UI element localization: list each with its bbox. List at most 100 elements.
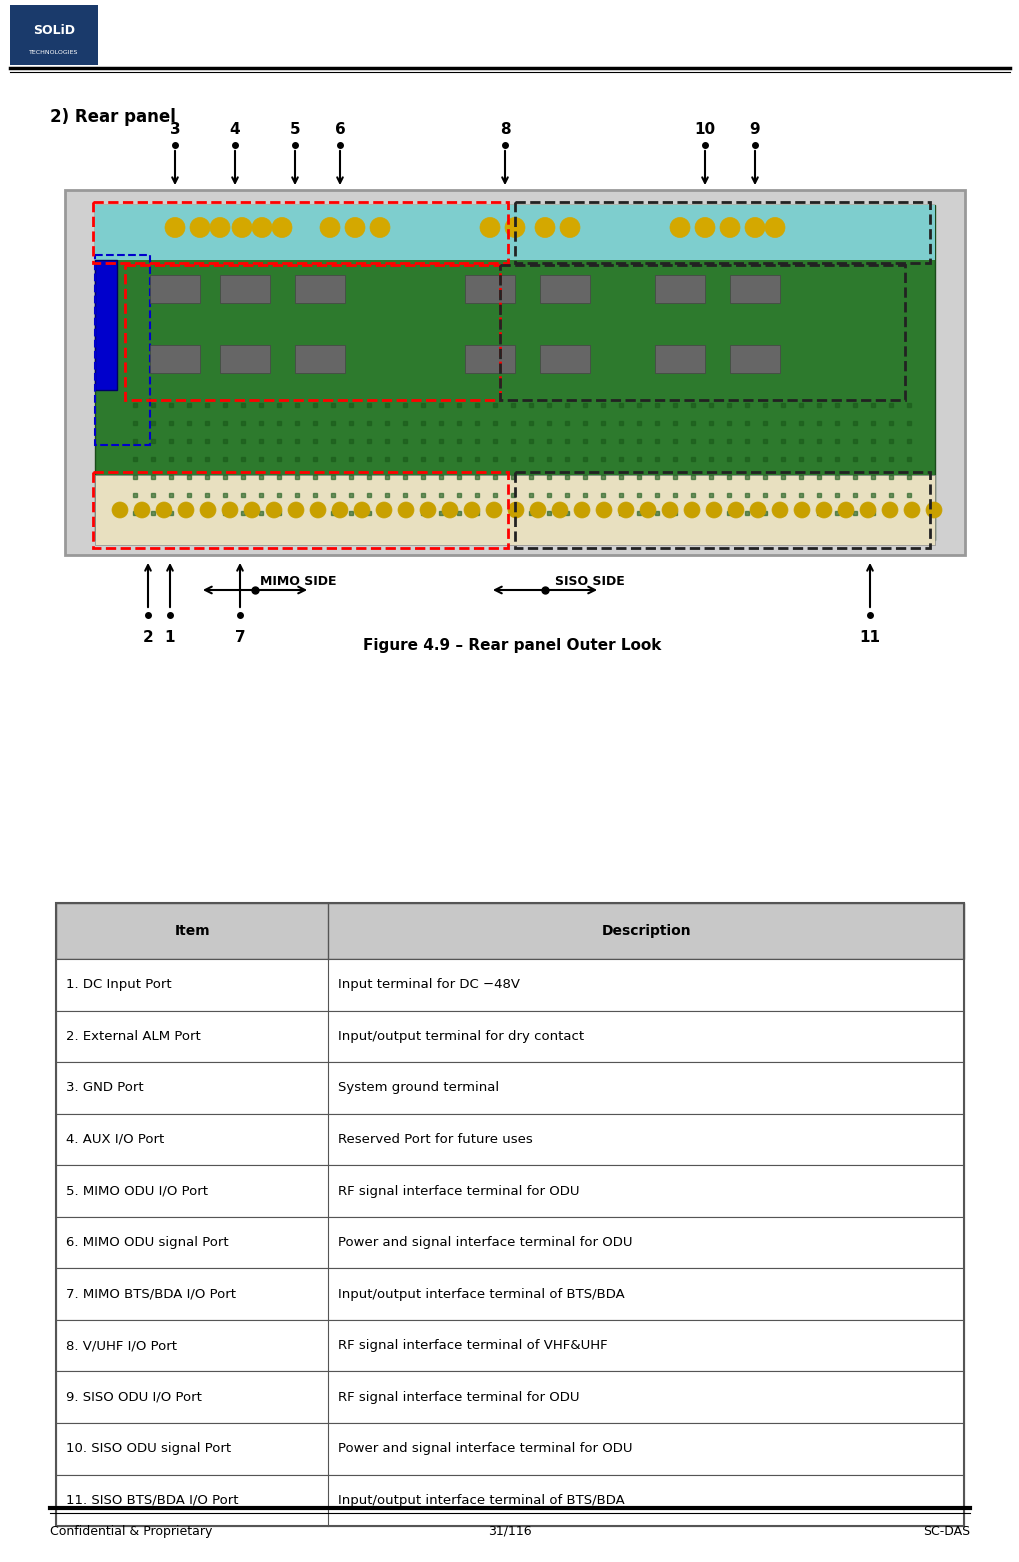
Circle shape (574, 501, 589, 519)
Bar (95, 475, 934, 545)
Bar (56, 1423, 963, 1475)
Circle shape (551, 501, 568, 519)
Circle shape (504, 217, 525, 237)
Text: 9: 9 (749, 122, 759, 137)
Text: 11: 11 (859, 629, 879, 645)
Circle shape (165, 217, 184, 237)
Bar (125, 266, 499, 400)
Text: Item: Item (174, 925, 210, 937)
Circle shape (310, 501, 326, 519)
Text: 2. External ALM Port: 2. External ALM Port (66, 1029, 201, 1043)
Text: 1. DC Input Port: 1. DC Input Port (66, 978, 171, 992)
Circle shape (771, 501, 788, 519)
Circle shape (441, 501, 458, 519)
Circle shape (320, 217, 339, 237)
Text: 6. MIMO ODU signal Port: 6. MIMO ODU signal Port (66, 1236, 228, 1250)
Text: SC-DAS: SC-DAS (922, 1525, 969, 1539)
Bar (93, 201, 507, 262)
Bar (10, 5, 98, 66)
Bar (730, 275, 780, 303)
Text: 10: 10 (694, 122, 715, 137)
Bar (95, 205, 934, 540)
Text: 31/116: 31/116 (488, 1525, 531, 1539)
Circle shape (535, 217, 554, 237)
Bar (56, 1475, 963, 1526)
Text: SISO SIDE: SISO SIDE (554, 575, 624, 587)
Circle shape (178, 501, 194, 519)
Bar (56, 1217, 963, 1268)
Text: Figure 4.9 – Rear panel Outer Look: Figure 4.9 – Rear panel Outer Look (363, 637, 660, 653)
Bar (56, 1114, 963, 1165)
Circle shape (744, 217, 764, 237)
Circle shape (815, 501, 832, 519)
Bar (515, 201, 929, 262)
Circle shape (728, 501, 743, 519)
Text: RF signal interface terminal for ODU: RF signal interface terminal for ODU (338, 1184, 580, 1198)
Bar (56, 959, 963, 1011)
Bar (95, 259, 117, 390)
Circle shape (903, 501, 919, 519)
Bar (56, 903, 963, 959)
Circle shape (881, 501, 897, 519)
Text: 10. SISO ODU signal Port: 10. SISO ODU signal Port (66, 1442, 231, 1456)
Text: Reserved Port for future uses: Reserved Port for future uses (338, 1132, 533, 1147)
Circle shape (210, 217, 229, 237)
Text: 9. SISO ODU I/O Port: 9. SISO ODU I/O Port (66, 1390, 202, 1404)
Circle shape (530, 501, 545, 519)
Circle shape (287, 501, 304, 519)
Bar (150, 345, 200, 373)
Text: Description: Description (601, 925, 690, 937)
Circle shape (133, 501, 150, 519)
Circle shape (331, 501, 347, 519)
Text: 8. V/UHF I/O Port: 8. V/UHF I/O Port (66, 1339, 177, 1353)
Text: TECHNOLOGIES: TECHNOLOGIES (30, 50, 78, 55)
Text: Input/output interface terminal of BTS/BDA: Input/output interface terminal of BTS/B… (338, 1493, 625, 1507)
Circle shape (156, 501, 172, 519)
Circle shape (266, 501, 281, 519)
Circle shape (231, 217, 252, 237)
Text: 8: 8 (499, 122, 510, 137)
Text: 3: 3 (169, 122, 180, 137)
Circle shape (705, 501, 721, 519)
Bar (465, 345, 515, 373)
Bar (65, 191, 964, 555)
Bar (654, 275, 704, 303)
Circle shape (480, 217, 499, 237)
Circle shape (112, 501, 127, 519)
Text: MIMO SIDE: MIMO SIDE (260, 575, 336, 587)
Circle shape (354, 501, 370, 519)
Bar (465, 275, 515, 303)
Bar (294, 345, 344, 373)
Text: 5. MIMO ODU I/O Port: 5. MIMO ODU I/O Port (66, 1184, 208, 1198)
Circle shape (749, 501, 765, 519)
Bar (95, 255, 150, 445)
Text: 1: 1 (165, 629, 175, 645)
Bar (730, 345, 780, 373)
Text: Confidential & Proprietary: Confidential & Proprietary (50, 1525, 212, 1539)
Text: System ground terminal: System ground terminal (338, 1081, 499, 1095)
Bar (220, 275, 270, 303)
Text: 2: 2 (143, 629, 153, 645)
Circle shape (344, 217, 365, 237)
Text: 11. SISO BTS/BDA I/O Port: 11. SISO BTS/BDA I/O Port (66, 1493, 238, 1507)
Circle shape (764, 217, 785, 237)
Circle shape (222, 501, 237, 519)
Circle shape (639, 501, 655, 519)
Text: RF signal interface terminal of VHF&UHF: RF signal interface terminal of VHF&UHF (338, 1339, 607, 1353)
Circle shape (507, 501, 524, 519)
Circle shape (397, 501, 414, 519)
Circle shape (684, 501, 699, 519)
Text: 4: 4 (229, 122, 240, 137)
Bar (56, 1320, 963, 1371)
Text: SOLiD: SOLiD (33, 23, 75, 36)
Text: RF signal interface terminal for ODU: RF signal interface terminal for ODU (338, 1390, 580, 1404)
Text: Input/output interface terminal of BTS/BDA: Input/output interface terminal of BTS/B… (338, 1287, 625, 1301)
Bar (56, 1268, 963, 1320)
Bar (539, 345, 589, 373)
Bar (499, 266, 904, 400)
Circle shape (272, 217, 291, 237)
Circle shape (694, 217, 714, 237)
Text: 6: 6 (334, 122, 345, 137)
Circle shape (669, 217, 689, 237)
Bar (56, 1011, 963, 1062)
